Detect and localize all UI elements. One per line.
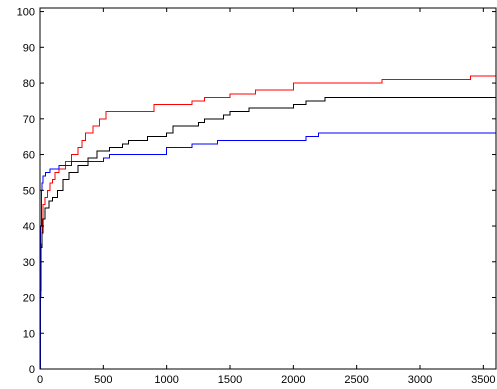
y-tick-label: 0 (29, 364, 35, 376)
x-tick-label: 2500 (344, 374, 368, 386)
series-line-1 (40, 76, 496, 369)
x-tick-label: 3500 (471, 374, 495, 386)
y-tick-label: 10 (23, 328, 35, 340)
x-tick-label: 3000 (408, 374, 432, 386)
y-tick-label: 30 (23, 257, 35, 269)
series-line-3 (40, 133, 496, 369)
y-tick-label: 40 (23, 221, 35, 233)
y-tick-label: 100 (17, 7, 35, 19)
x-tick-label: 1500 (218, 374, 242, 386)
series-layer (40, 76, 496, 369)
y-tick-label: 20 (23, 293, 35, 305)
x-tick-label: 1000 (154, 374, 178, 386)
x-tick-label: 2000 (281, 374, 305, 386)
series-line-2 (40, 97, 496, 369)
x-tick-label: 0 (37, 374, 43, 386)
y-tick-label: 70 (23, 114, 35, 126)
y-tick-label: 60 (23, 150, 35, 162)
y-tick-label: 80 (23, 78, 35, 90)
y-tick-label: 90 (23, 42, 35, 54)
plot-frame (40, 8, 496, 369)
x-tick-label: 500 (94, 374, 112, 386)
y-tick-label: 50 (23, 185, 35, 197)
